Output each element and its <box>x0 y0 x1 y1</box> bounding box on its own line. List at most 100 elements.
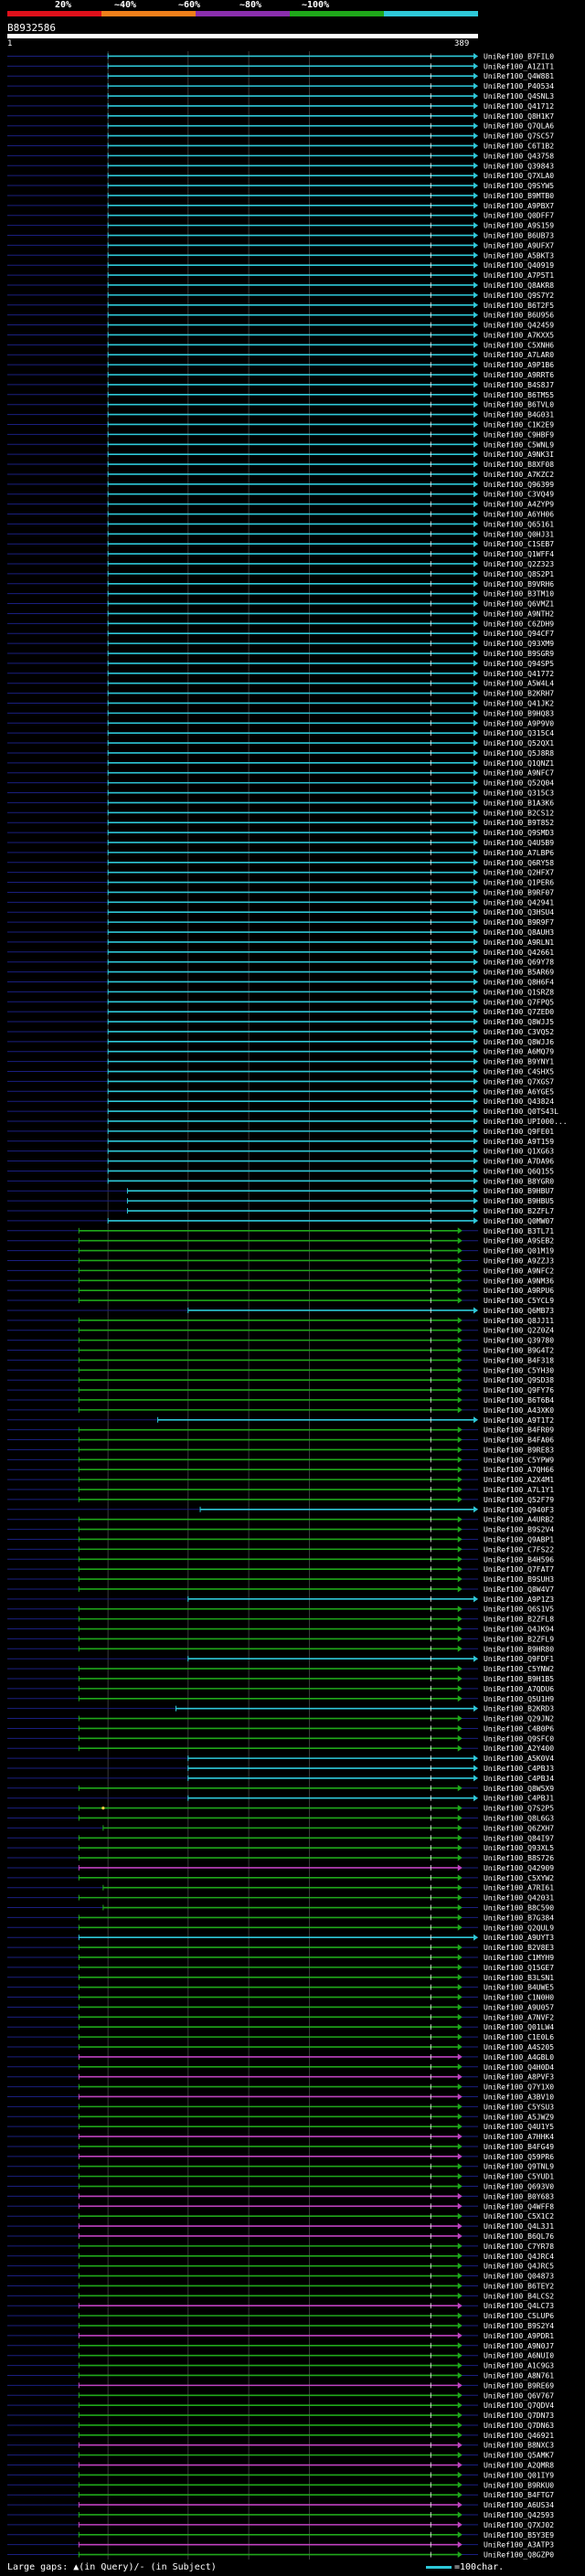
hit-label[interactable]: UniRef100_B9HQ83 <box>484 709 554 717</box>
hit-label[interactable]: UniRef100_A5BKT3 <box>484 251 554 260</box>
hit-label[interactable]: UniRef100_A2Y400 <box>484 1744 554 1753</box>
hit-label[interactable]: UniRef100_C1K2E9 <box>484 420 554 429</box>
hit-label[interactable]: UniRef100_Q84I97 <box>484 1834 554 1842</box>
hit-label[interactable]: UniRef100_Q0HJ31 <box>484 530 554 538</box>
hit-label[interactable]: UniRef100_Q42661 <box>484 949 554 957</box>
hit-label[interactable]: UniRef100_A5K0V4 <box>484 1754 554 1763</box>
hit-label[interactable]: UniRef100_A9P1Z3 <box>484 1595 554 1604</box>
hit-label[interactable]: UniRef100_Q9FDF1 <box>484 1655 554 1663</box>
hit-label[interactable]: UniRef100_C4B0P6 <box>484 1724 554 1733</box>
hit-label[interactable]: UniRef100_Q7DN73 <box>484 2412 554 2420</box>
hit-label[interactable]: UniRef100_C9HBF9 <box>484 430 554 439</box>
hit-label[interactable]: UniRef100_Q8L6G3 <box>484 1814 554 1822</box>
hit-label[interactable]: UniRef100_B9HBU5 <box>484 1197 554 1205</box>
hit-label[interactable]: UniRef100_Q8W5X9 <box>484 1785 554 1793</box>
hit-label[interactable]: UniRef100_A7LBP6 <box>484 849 554 857</box>
hit-label[interactable]: UniRef100_Q4U1Y5 <box>484 2123 554 2131</box>
hit-label[interactable]: UniRef100_A6US34 <box>484 2501 554 2509</box>
hit-label[interactable]: UniRef100_B6T2F5 <box>484 302 554 310</box>
hit-label[interactable]: UniRef100_Q315C4 <box>484 729 554 737</box>
hit-label[interactable]: UniRef100_Q6ZXH7 <box>484 1824 554 1832</box>
hit-label[interactable]: UniRef100_Q42459 <box>484 322 554 330</box>
hit-label[interactable]: UniRef100_B6U956 <box>484 312 554 320</box>
hit-label[interactable]: UniRef100_C4PBJ3 <box>484 1765 554 1773</box>
hit-label[interactable]: UniRef100_B9RF07 <box>484 888 554 896</box>
hit-label[interactable]: UniRef100_Q1WFF4 <box>484 550 554 558</box>
hit-label[interactable]: UniRef100_Q9S7Y2 <box>484 292 554 300</box>
hit-label[interactable]: UniRef100_A9NFC7 <box>484 769 554 778</box>
hit-label[interactable]: UniRef100_B2ZFL8 <box>484 1616 554 1624</box>
hit-label[interactable]: UniRef100_C5XNH6 <box>484 341 554 349</box>
hit-label[interactable]: UniRef100_A9RPU6 <box>484 1287 554 1295</box>
hit-label[interactable]: UniRef100_Q39843 <box>484 162 554 170</box>
hit-label[interactable]: UniRef100_A9NK3I <box>484 451 554 459</box>
hit-label[interactable]: UniRef100_A9P1B6 <box>484 361 554 369</box>
hit-label[interactable]: UniRef100_A7QH66 <box>484 1466 554 1474</box>
hit-label[interactable]: UniRef100_Q8S2P1 <box>484 570 554 578</box>
hit-label[interactable]: UniRef100_A8N761 <box>484 2371 554 2380</box>
hit-label[interactable]: UniRef100_B0Y683 <box>484 2192 554 2200</box>
hit-label[interactable]: UniRef100_C4PBJ1 <box>484 1795 554 1803</box>
hit-label[interactable]: UniRef100_A9RRT6 <box>484 371 554 379</box>
hit-label[interactable]: UniRef100_B2CS12 <box>484 809 554 817</box>
hit-label[interactable]: UniRef100_Q7S2P5 <box>484 1805 554 1813</box>
hit-label[interactable]: UniRef100_Q7Y1X0 <box>484 2083 554 2092</box>
hit-label[interactable]: UniRef100_A9SEB2 <box>484 1237 554 1246</box>
hit-label[interactable]: UniRef100_A2QMR8 <box>484 2462 554 2470</box>
hit-label[interactable]: UniRef100_A6YGE5 <box>484 1087 554 1096</box>
hit-label[interactable]: UniRef100_Q42031 <box>484 1894 554 1903</box>
hit-label[interactable]: UniRef100_Q01LW4 <box>484 2023 554 2031</box>
hit-label[interactable]: UniRef100_A6MQ79 <box>484 1048 554 1056</box>
hit-label[interactable]: UniRef100_Q6RY58 <box>484 859 554 867</box>
hit-label[interactable]: UniRef100_A9RLN1 <box>484 938 554 947</box>
hit-label[interactable]: UniRef100_B6UB73 <box>484 232 554 240</box>
hit-label[interactable]: UniRef100_Q93XM9 <box>484 640 554 648</box>
hit-label[interactable]: UniRef100_Q29JN2 <box>484 1715 554 1723</box>
hit-label[interactable]: UniRef100_A7KXX5 <box>484 331 554 339</box>
hit-label[interactable]: UniRef100_Q8JJ11 <box>484 1317 554 1325</box>
hit-label[interactable]: UniRef100_C5YH30 <box>484 1366 554 1374</box>
hit-label[interactable]: UniRef100_C5YUD1 <box>484 2173 554 2181</box>
hit-label[interactable]: UniRef100_B6TVL0 <box>484 401 554 409</box>
hit-label[interactable]: UniRef100_A6YH06 <box>484 511 554 519</box>
hit-label[interactable]: UniRef100_B4S8J7 <box>484 381 554 389</box>
hit-label[interactable]: UniRef100_B2KRD3 <box>484 1705 554 1713</box>
hit-label[interactable]: UniRef100_Q7QLA6 <box>484 122 554 131</box>
hit-label[interactable]: UniRef100_A9NTH2 <box>484 610 554 618</box>
hit-label[interactable]: UniRef100_B5Y3E9 <box>484 2531 554 2539</box>
hit-label[interactable]: UniRef100_B9RE69 <box>484 2381 554 2390</box>
hit-label[interactable]: UniRef100_Q4WFF8 <box>484 2202 554 2210</box>
hit-label[interactable]: UniRef100_B2ZFL7 <box>484 1207 554 1215</box>
hit-label[interactable]: UniRef100_A9U057 <box>484 2003 554 2011</box>
hit-label[interactable]: UniRef100_Q7DN63 <box>484 2422 554 2430</box>
hit-label[interactable]: UniRef100_Q9SMD3 <box>484 829 554 837</box>
hit-label[interactable]: UniRef100_A9PBX7 <box>484 202 554 210</box>
hit-label[interactable]: UniRef100_A3BV10 <box>484 2093 554 2101</box>
hit-label[interactable]: UniRef100_A9T1T2 <box>484 1416 554 1425</box>
hit-label[interactable]: UniRef100_Q6S1V5 <box>484 1606 554 1614</box>
hit-label[interactable]: UniRef100_UPI000... <box>484 1118 568 1126</box>
hit-label[interactable]: UniRef100_Q3HSU4 <box>484 908 554 917</box>
hit-label[interactable]: UniRef100_Q315C3 <box>484 790 554 798</box>
hit-label[interactable]: UniRef100_A9UFX7 <box>484 241 554 249</box>
hit-label[interactable]: UniRef100_Q8H1K7 <box>484 112 554 121</box>
hit-label[interactable]: UniRef100_A9T159 <box>484 1138 554 1146</box>
hit-label[interactable]: UniRef100_A9S159 <box>484 222 554 230</box>
hit-label[interactable]: UniRef100_C5YNW2 <box>484 1665 554 1673</box>
hit-label[interactable]: UniRef100_C3VQ49 <box>484 491 554 499</box>
hit-label[interactable]: UniRef100_Q94SP5 <box>484 660 554 668</box>
hit-label[interactable]: UniRef100_Q41712 <box>484 102 554 111</box>
hit-label[interactable]: UniRef100_B9H1B5 <box>484 1675 554 1683</box>
hit-label[interactable]: UniRef100_B9T852 <box>484 819 554 827</box>
hit-label[interactable]: UniRef100_Q4SNL3 <box>484 92 554 101</box>
hit-label[interactable]: UniRef100_A7L1Y1 <box>484 1486 554 1494</box>
hit-label[interactable]: UniRef100_Q1SRZ8 <box>484 988 554 996</box>
hit-label[interactable]: UniRef100_Q7SC57 <box>484 133 554 141</box>
hit-label[interactable]: UniRef100_A7RI61 <box>484 1884 554 1892</box>
hit-label[interactable]: UniRef100_A1Z1T1 <box>484 62 554 70</box>
hit-label[interactable]: UniRef100_B9SGR9 <box>484 650 554 658</box>
hit-label[interactable]: UniRef100_A8PVF3 <box>484 2073 554 2082</box>
hit-label[interactable]: UniRef100_B9SUH3 <box>484 1575 554 1584</box>
hit-label[interactable]: UniRef100_C5X1C2 <box>484 2212 554 2221</box>
hit-label[interactable]: UniRef100_Q8WJJ5 <box>484 1018 554 1026</box>
